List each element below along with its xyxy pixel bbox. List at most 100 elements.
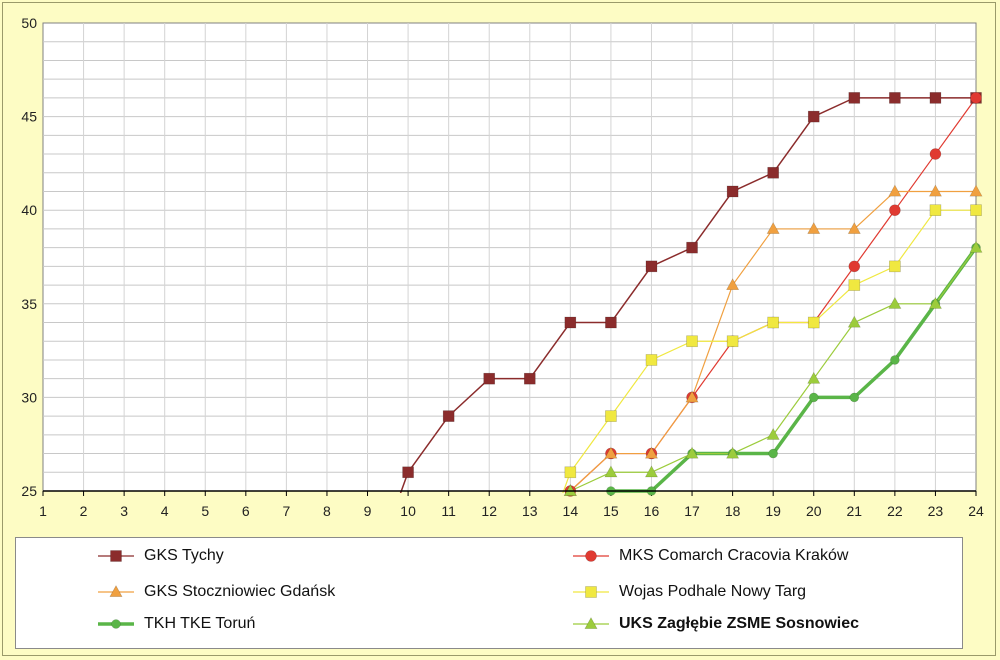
series-markers [402,92,983,497]
data-point [847,315,861,328]
data-point [726,278,740,291]
x-tick-label: 3 [120,503,128,519]
data-point [929,148,942,160]
data-point [970,204,982,216]
x-tick-label: 11 [441,503,456,519]
legend-marker [110,550,122,562]
y-tick-label: 30 [21,389,37,405]
data-point [767,166,779,179]
data-point [889,204,901,216]
data-point [767,316,779,329]
x-tick-label: 18 [725,503,741,519]
x-tick-label: 22 [887,503,903,519]
x-tick-label: 23 [928,503,944,519]
legend-label: MKS Comarch Cracovia Kraków [619,547,849,564]
data-point [686,241,698,254]
legend-item-gks-tychy: GKS Tychy [96,546,224,566]
y-tick-label: 45 [21,109,37,125]
y-tick-label: 40 [21,202,37,218]
data-point [929,204,942,216]
legend-symbol [98,585,134,597]
legend-marker [585,586,597,598]
x-axis-tick-labels: 1 2 3 4 5 6 7 8 9 10 11 12 13 14 15 16 17 18 19 20 21 22 23 24 [39,503,984,519]
data-point [807,316,820,329]
legend-marker [584,617,598,629]
x-tick-label: 6 [242,503,250,519]
legend-item-mks-cracovia: MKS Comarch Cracovia Kraków [571,546,848,566]
data-point [686,335,698,348]
data-point [928,296,942,309]
x-tick-label: 1 [39,503,47,519]
y-tick-label: 25 [21,483,37,499]
data-point [849,392,860,403]
legend-item-uks-zaglebie: UKS Zagłębie ZSME Sosnowiec [571,614,859,634]
x-tick-label: 16 [644,503,660,519]
x-tick-label: 19 [765,503,781,519]
data-point [766,427,780,440]
data-point [969,240,983,253]
data-point [848,279,861,291]
data-point [848,92,861,104]
legend-label: Wojas Podhale Nowy Targ [619,583,807,600]
data-point [807,371,821,384]
data-point [685,446,699,459]
data-point [726,185,739,198]
data-point [889,260,901,273]
data-point [807,221,821,234]
x-tick-label: 8 [323,503,331,519]
data-point [644,446,659,459]
data-point [645,354,658,366]
y-axis-tick-labels: 25 30 35 40 45 50 [21,15,37,499]
data-point [929,92,942,104]
data-point [726,335,739,348]
data-point [889,92,901,104]
legend-item-gks-stoczniowiec: GKS Stoczniowiec Gdańsk [96,582,335,602]
legend-marker [109,585,123,597]
data-point [402,466,414,479]
data-point [848,260,861,273]
series-line [568,190,976,493]
data-point [768,448,778,459]
legend-symbol [98,550,134,562]
data-point [645,260,658,273]
data-point [888,296,902,309]
data-point [969,184,983,197]
data-point [644,465,659,478]
data-point [564,466,577,479]
x-tick-label: 15 [603,503,619,519]
data-point [523,372,536,385]
x-tick-label: 4 [161,503,169,519]
legend-marker [585,550,597,562]
legend-symbol [98,619,134,629]
data-point [483,372,496,385]
x-tick-label: 21 [847,503,863,519]
x-tick-label: 5 [201,503,209,519]
data-point [766,221,780,234]
legend-symbol [573,550,609,562]
x-tick-label: 13 [522,503,538,519]
data-point [604,465,618,478]
legend-symbol [573,617,609,629]
data-point [928,184,942,197]
data-point [605,316,617,329]
data-point [726,446,740,459]
y-tick-label: 35 [21,296,37,312]
data-point [563,484,577,496]
x-tick-label: 12 [481,503,497,519]
legend-label: GKS Stoczniowiec Gdańsk [144,583,336,600]
plot-area [42,22,977,492]
x-tick-label: 17 [684,503,700,519]
data-point [442,410,455,422]
series-line [568,247,977,493]
data-point [605,410,617,422]
x-tick-label: 24 [968,503,984,519]
legend-label: GKS Tychy [144,547,224,564]
x-tick-label: 2 [80,503,88,519]
legend-label: UKS Zagłębie ZSME Sosnowiec [619,615,860,632]
legend-symbol [573,586,609,598]
series-line [399,97,976,493]
legend-marker [111,619,121,629]
data-point [807,110,820,123]
